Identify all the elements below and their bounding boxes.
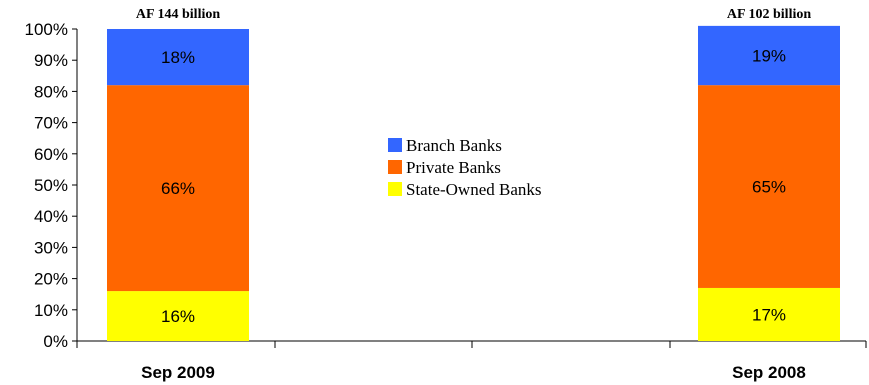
x-category-label: Sep 2009 [141, 363, 215, 382]
data-label: 65% [752, 178, 786, 197]
x-axis: Sep 2009 Sep 2008 [76, 340, 867, 382]
y-tick-label: 10% [34, 301, 68, 320]
bar-segment-branch-banks [698, 25, 840, 86]
bar-segment-state-owned-banks [698, 287, 840, 341]
data-label: 66% [161, 179, 195, 198]
legend-label: Private Banks [406, 158, 501, 177]
x-category-label: Sep 2008 [732, 363, 806, 382]
legend: Branch Banks Private Banks State-Owned Ban… [388, 136, 542, 199]
data-label: 17% [752, 305, 786, 324]
legend-swatch [388, 138, 402, 152]
data-label: 18% [161, 48, 195, 67]
legend-label: Branch Banks [406, 136, 502, 155]
legend-label: State-Owned Banks [406, 180, 542, 199]
data-label: 19% [752, 47, 786, 66]
legend-swatch [388, 182, 402, 196]
y-tick-label: 100% [25, 20, 68, 39]
data-label: 16% [161, 307, 195, 326]
total-label: AF 144 billion [136, 7, 220, 22]
bar-segment-branch-banks [107, 29, 249, 86]
y-tick-label: 50% [34, 176, 68, 195]
y-tick-label: 30% [34, 238, 68, 257]
total-label: AF 102 billion [727, 7, 811, 22]
y-tick-label: 70% [34, 114, 68, 133]
bar-segment-private-banks [698, 85, 840, 288]
bars: 16% 66% 18% AF 144 billion 17% 65% 19% AF 102 b… [107, 7, 840, 341]
bar-segment-state-owned-banks [107, 291, 249, 341]
y-tick-label: 0% [43, 332, 68, 351]
legend-swatch [388, 160, 402, 174]
y-axis: 0% 10% 20% 30% 40% 50% 60% 70% 80% 90% 100% [25, 20, 78, 351]
y-tick-label: 60% [34, 145, 68, 164]
y-tick-label: 40% [34, 207, 68, 226]
y-tick-label: 90% [34, 51, 68, 70]
bar-segment-private-banks [107, 85, 249, 292]
y-tick-label: 80% [34, 82, 68, 101]
y-tick-label: 20% [34, 270, 68, 289]
